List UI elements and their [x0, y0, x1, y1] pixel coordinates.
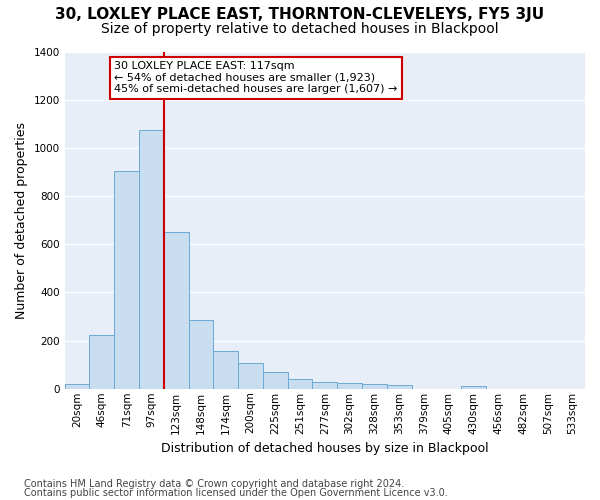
- Text: Contains HM Land Registry data © Crown copyright and database right 2024.: Contains HM Land Registry data © Crown c…: [24, 479, 404, 489]
- Bar: [337, 384, 362, 389]
- Bar: [188, 320, 214, 389]
- Text: 30 LOXLEY PLACE EAST: 117sqm
← 54% of detached houses are smaller (1,923)
45% of: 30 LOXLEY PLACE EAST: 117sqm ← 54% of de…: [114, 61, 398, 94]
- Bar: [65, 384, 89, 389]
- Bar: [362, 384, 387, 389]
- Bar: [214, 352, 238, 389]
- Text: Size of property relative to detached houses in Blackpool: Size of property relative to detached ho…: [101, 22, 499, 36]
- Bar: [164, 232, 188, 389]
- Bar: [287, 379, 313, 389]
- X-axis label: Distribution of detached houses by size in Blackpool: Distribution of detached houses by size …: [161, 442, 488, 455]
- Bar: [313, 382, 337, 389]
- Bar: [114, 170, 139, 389]
- Bar: [238, 364, 263, 389]
- Bar: [263, 372, 287, 389]
- Bar: [139, 130, 164, 389]
- Bar: [387, 385, 412, 389]
- Text: 30, LOXLEY PLACE EAST, THORNTON-CLEVELEYS, FY5 3JU: 30, LOXLEY PLACE EAST, THORNTON-CLEVELEY…: [55, 8, 545, 22]
- Text: Contains public sector information licensed under the Open Government Licence v3: Contains public sector information licen…: [24, 488, 448, 498]
- Bar: [461, 386, 486, 389]
- Bar: [89, 334, 114, 389]
- Y-axis label: Number of detached properties: Number of detached properties: [15, 122, 28, 318]
